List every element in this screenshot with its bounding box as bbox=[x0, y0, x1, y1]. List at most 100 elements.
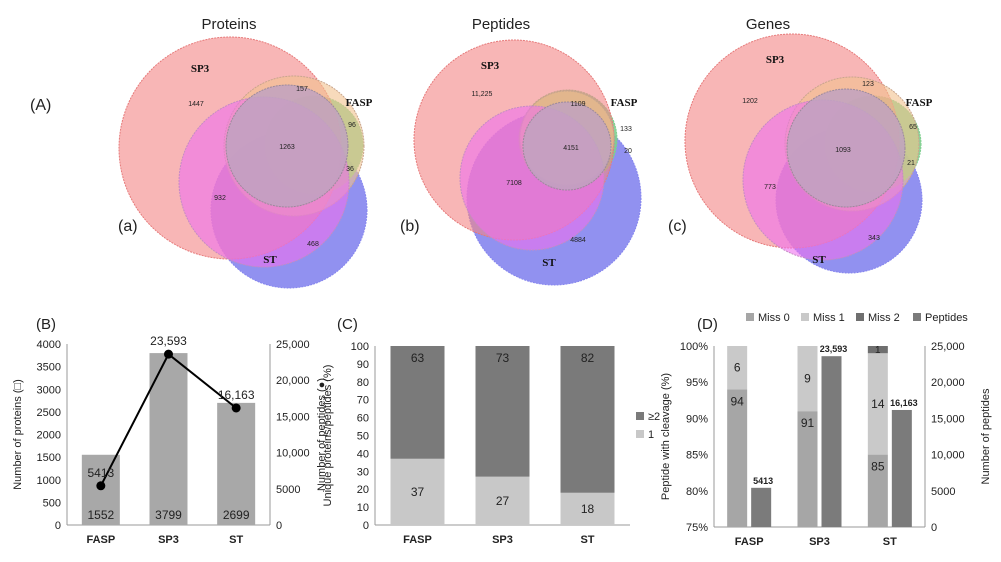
venn-genes: Genes SP3 FASP ST 1202 123 65 1093 21 77… bbox=[684, 16, 933, 274]
peptide-bar bbox=[891, 409, 912, 527]
y-tick-label: 90 bbox=[357, 359, 369, 371]
panel-label-c: (c) bbox=[668, 218, 687, 235]
y2-tick-label: 0 bbox=[931, 522, 937, 534]
venn-region-fasp-st: 36 bbox=[346, 166, 354, 173]
y-tick-label: 2500 bbox=[37, 407, 61, 419]
segment-value-label: 18 bbox=[581, 502, 595, 516]
bar bbox=[149, 353, 188, 525]
venn-region-sp3-only: 1202 bbox=[742, 98, 758, 105]
stack-segment bbox=[560, 492, 615, 525]
y-tick-label: 3000 bbox=[37, 384, 61, 396]
legend-swatch bbox=[636, 412, 644, 420]
y-tick-label: 0 bbox=[55, 520, 61, 532]
venn-region-fasp-only: 96 bbox=[348, 122, 356, 129]
segment-value-label: 91 bbox=[801, 416, 815, 430]
legend-swatch bbox=[636, 430, 644, 438]
peptide-point bbox=[231, 403, 241, 413]
y2-tick-label: 10,000 bbox=[276, 448, 310, 460]
venn-region-sp3-st: 773 bbox=[764, 184, 776, 191]
panel-label-A: (A) bbox=[30, 97, 51, 114]
venn-region-st-only: 4884 bbox=[570, 237, 586, 244]
venn-label-st: ST bbox=[812, 254, 826, 266]
y-tick-label: 500 bbox=[43, 497, 61, 509]
bar-value-label: 3799 bbox=[155, 508, 182, 522]
panel-label-B: (B) bbox=[36, 316, 56, 333]
venn-region-sp3-st: 932 bbox=[214, 195, 226, 202]
stack-segment bbox=[727, 389, 748, 527]
venn-region-center: 4151 bbox=[563, 145, 579, 152]
legend-swatch bbox=[746, 313, 754, 321]
peptide-value-label: 23,593 bbox=[820, 344, 848, 354]
y2-tick-label: 15,000 bbox=[931, 413, 965, 425]
y-tick-label: 80 bbox=[357, 377, 369, 389]
legend-swatch bbox=[801, 313, 809, 321]
y2-axis-title: Number of peptides bbox=[980, 388, 992, 484]
x-tick-label: SP3 bbox=[492, 534, 513, 546]
segment-value-label: 9 bbox=[804, 372, 811, 386]
venn-region-st-only: 468 bbox=[307, 241, 319, 248]
legend-label: 1 bbox=[648, 429, 654, 441]
legend-label: Miss 0 bbox=[758, 312, 790, 324]
y-tick-label: 80% bbox=[686, 486, 708, 498]
venn-peptides: Peptides SP3 FASP ST 11,225 1109 133 415… bbox=[413, 16, 642, 286]
venn-circle-center bbox=[522, 101, 612, 191]
y-tick-label: 95% bbox=[686, 377, 708, 389]
venn-label-sp3: SP3 bbox=[481, 60, 500, 72]
y2-tick-label: 25,000 bbox=[931, 341, 965, 353]
venn-region-sp3-only: 1447 bbox=[188, 101, 204, 108]
y-tick-label: 2000 bbox=[37, 430, 61, 442]
venn-region-sp3-fasp: 123 bbox=[862, 81, 874, 88]
x-tick-label: SP3 bbox=[809, 536, 830, 548]
stack-segment bbox=[390, 346, 445, 459]
venn-region-sp3-fasp: 157 bbox=[296, 86, 308, 93]
stack-segment bbox=[797, 346, 818, 412]
segment-value-label: 14 bbox=[871, 397, 885, 411]
y2-tick-label: 20,000 bbox=[931, 377, 965, 389]
bar-value-label: 1552 bbox=[87, 508, 114, 522]
stack-segment bbox=[475, 476, 530, 525]
segment-value-label: 1 bbox=[875, 345, 881, 356]
venn-region-fasp-only: 133 bbox=[620, 126, 632, 133]
segment-value-label: 37 bbox=[411, 485, 425, 499]
venn-label-fasp: FASP bbox=[346, 97, 373, 109]
y-tick-label: 0 bbox=[363, 520, 369, 532]
x-tick-label: FASP bbox=[403, 534, 432, 546]
y2-tick-label: 25,000 bbox=[276, 339, 310, 351]
y-tick-label: 20 bbox=[357, 484, 369, 496]
peptide-bar bbox=[751, 487, 772, 527]
venn-label-st: ST bbox=[263, 254, 277, 266]
panel-label-D: (D) bbox=[697, 316, 718, 333]
y2-tick-label: 15,000 bbox=[276, 411, 310, 423]
chart-c: 0 10 20 30 40 50 60 70 80 90 100 Unique proteins/pe… bbox=[322, 341, 660, 546]
venn-region-sp3-fasp: 1109 bbox=[570, 101, 585, 108]
y-axis-title: Number of proteins (□) bbox=[12, 379, 24, 490]
venn-title: Genes bbox=[746, 16, 790, 33]
legend-label: Miss 2 bbox=[868, 312, 900, 324]
stack-segment bbox=[867, 346, 888, 354]
peptide-value-label: 5413 bbox=[87, 466, 114, 480]
venn-region-fasp-st: 20 bbox=[624, 148, 632, 155]
y-tick-label: 85% bbox=[686, 450, 708, 462]
legend-label: Peptides bbox=[925, 312, 968, 324]
x-tick-label: ST bbox=[883, 536, 897, 548]
y-axis-title: Peptide with cleavage (%) bbox=[660, 373, 672, 500]
segment-value-label: 73 bbox=[496, 351, 510, 365]
stack-segment bbox=[390, 458, 445, 525]
y-tick-label: 40 bbox=[357, 448, 369, 460]
stack-segment bbox=[867, 353, 888, 455]
y2-tick-label: 5000 bbox=[931, 486, 955, 498]
x-tick-label: SP3 bbox=[158, 534, 179, 546]
y-tick-label: 4000 bbox=[37, 339, 61, 351]
y2-axis-title: Number of peptides (●) bbox=[316, 378, 328, 491]
y2-tick-label: 10,000 bbox=[931, 450, 965, 462]
venn-label-st: ST bbox=[542, 257, 556, 269]
venn-region-fasp-only: 65 bbox=[909, 124, 917, 131]
y-tick-label: 75% bbox=[686, 522, 708, 534]
venn-circle-center bbox=[786, 88, 906, 208]
y-tick-label: 10 bbox=[357, 502, 369, 514]
x-tick-label: ST bbox=[229, 534, 243, 546]
x-tick-label: ST bbox=[580, 534, 594, 546]
venn-region-fasp-st: 21 bbox=[907, 160, 915, 167]
y-tick-label: 50 bbox=[357, 431, 369, 443]
